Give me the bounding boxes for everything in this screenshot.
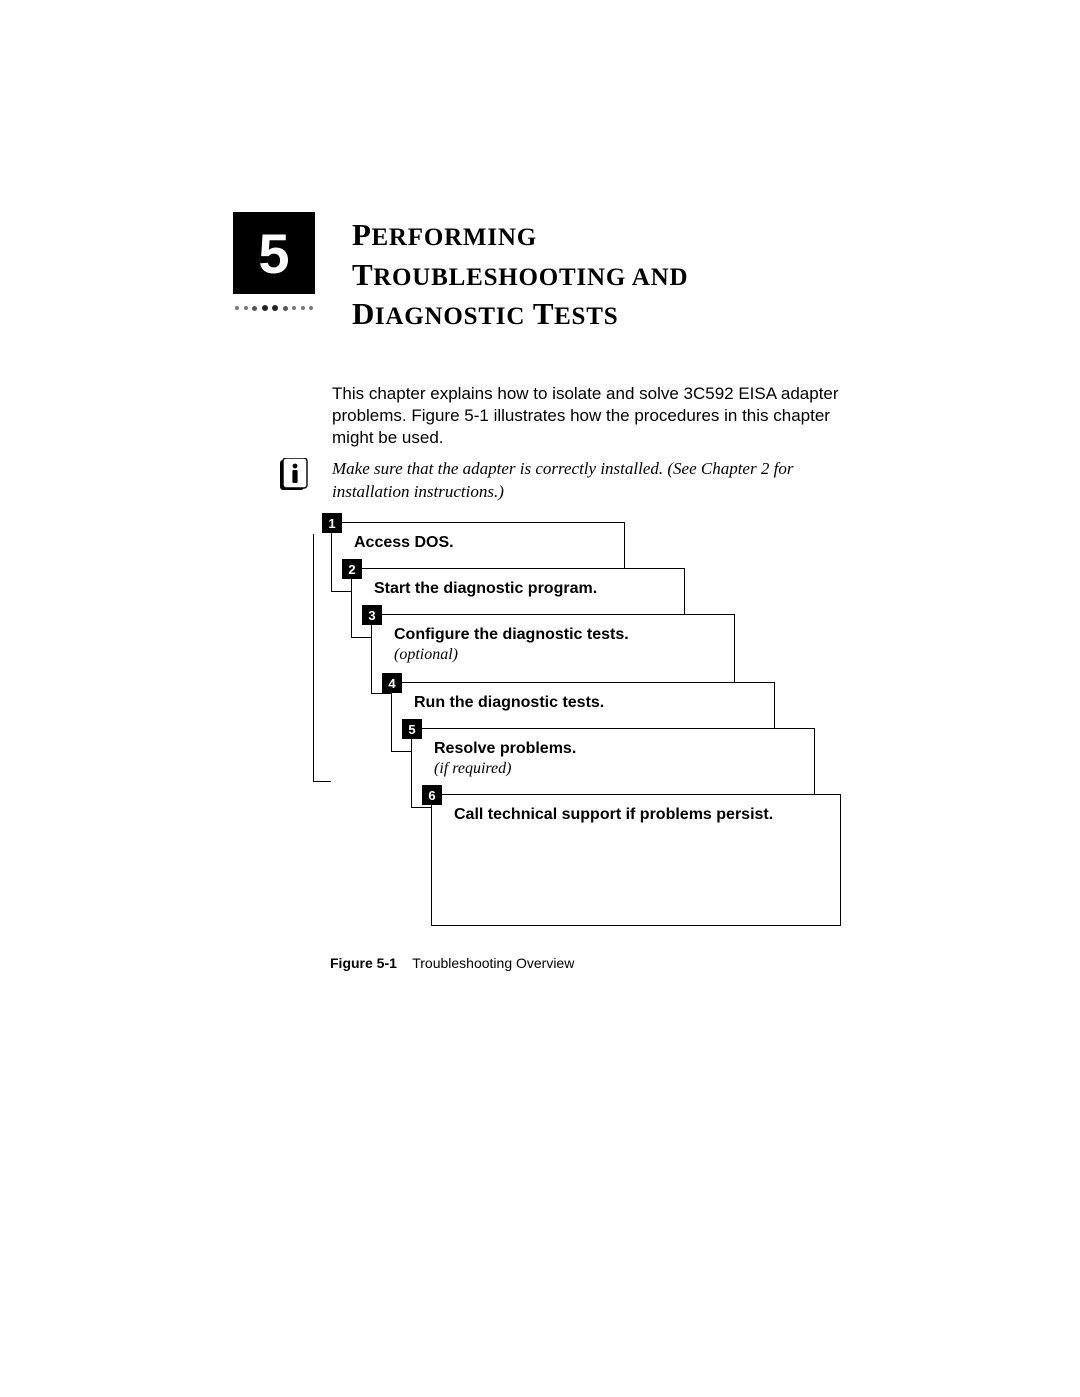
flowchart-step-title: Access DOS. <box>354 533 617 553</box>
flowchart-step-number: 3 <box>362 605 382 625</box>
flowchart-connector <box>313 534 331 782</box>
title-line-3-lead2: T <box>525 296 554 331</box>
flowchart-step-number: 6 <box>422 785 442 805</box>
troubleshooting-flowchart: 1Access DOS.2Start the diagnostic progra… <box>307 522 837 932</box>
flowchart-step-title: Start the diagnostic program. <box>374 579 673 599</box>
title-line-3-rest2: ESTS <box>554 303 618 330</box>
chapter-title: PERFORMING TROUBLESHOOTING AND DIAGNOSTI… <box>352 215 812 334</box>
flowchart-step-title: Call technical support if problems persi… <box>454 805 821 825</box>
figure-label: Figure 5-1 <box>330 955 397 971</box>
title-line-1-rest: ERFORMING <box>371 224 537 251</box>
title-line-2-lead: T <box>352 257 373 292</box>
flowchart-step-number: 4 <box>382 673 402 693</box>
title-line-2-rest: ROUBLESHOOTING <box>373 264 626 291</box>
flowchart-step-title: Configure the diagnostic tests.(optional… <box>394 625 720 665</box>
flowchart-step-subtitle: (optional) <box>394 646 458 663</box>
title-line-3-rest: IAGNOSTIC <box>375 303 525 330</box>
flowchart-step-subtitle: (if required) <box>434 760 511 777</box>
flowchart-card-6: 6Call technical support if problems pers… <box>431 794 841 926</box>
intro-paragraph: This chapter explains how to isolate and… <box>332 383 842 449</box>
info-icon <box>280 458 308 494</box>
chapter-number: 5 <box>258 221 289 286</box>
title-line-2-tail: AND <box>626 264 688 291</box>
document-page: 5 PERFORMING TROUBLESHOOTING AND DIAGNOS… <box>0 0 1080 1397</box>
chapter-badge: 5 <box>233 212 315 294</box>
flowchart-step-number: 1 <box>322 513 342 533</box>
flowchart-step-title: Resolve problems.(if required) <box>434 739 796 779</box>
figure-caption-text: Troubleshooting Overview <box>412 955 574 971</box>
figure-caption: Figure 5-1 Troubleshooting Overview <box>330 955 574 971</box>
flowchart-step-number: 2 <box>342 559 362 579</box>
flowchart-step-number: 5 <box>402 719 422 739</box>
title-line-1-lead: P <box>352 217 371 252</box>
chapter-dots-decoration <box>233 300 315 316</box>
note-text: Make sure that the adapter is correctly … <box>332 458 832 504</box>
title-line-3-lead: D <box>352 296 375 331</box>
flowchart-step-title: Run the diagnostic tests. <box>414 693 758 713</box>
